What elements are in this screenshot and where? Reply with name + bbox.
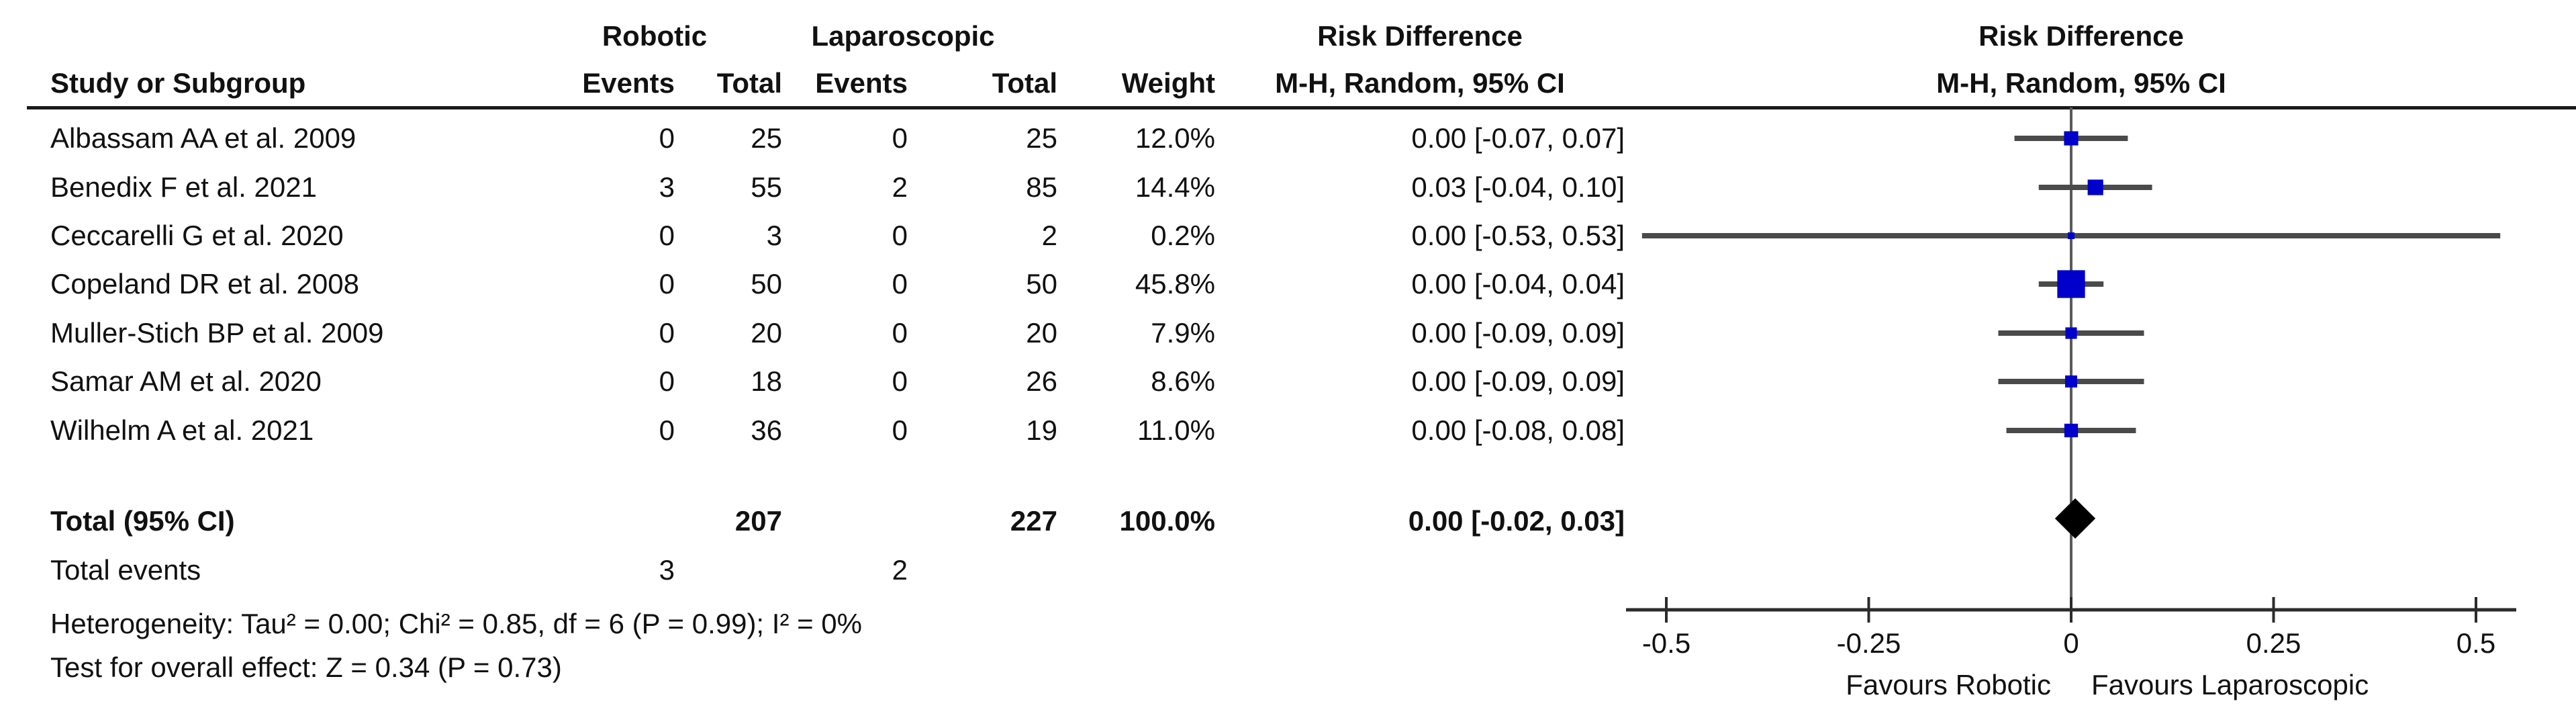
robotic-events-value: 0 (659, 219, 675, 251)
robotic-events-value: 0 (659, 365, 675, 398)
risk-difference-ci-value: 0.00 [-0.09, 0.09] (1411, 316, 1625, 349)
study-label: Copeland DR et al. 2008 (50, 268, 359, 300)
overall-effect-text: Test for overall effect: Z = 0.34 (P = 0… (50, 651, 562, 683)
robotic-events-value: 0 (659, 122, 675, 154)
total-weight: 100.0% (1119, 505, 1215, 537)
lap-total-value: 19 (1026, 414, 1057, 446)
risk-difference-ci-value: 0.00 [-0.04, 0.04] (1411, 268, 1625, 300)
risk-difference-ci-value: 0.00 [-0.09, 0.09] (1411, 365, 1625, 398)
total-lap-total: 227 (1010, 505, 1057, 537)
summary-diamond (2054, 498, 2096, 539)
axis-tick-label: -0.25 (1837, 627, 1901, 659)
lap-total-value: 50 (1026, 268, 1057, 300)
col-header-robotic-total: Total (716, 67, 782, 99)
total-events-robotic: 3 (659, 554, 675, 586)
weight-value: 45.8% (1135, 268, 1215, 300)
robotic-events-value: 0 (659, 316, 675, 349)
table-row: Ceccarelli G et al. 2020 0 3 0 2 0.2% 0.… (0, 212, 1625, 260)
effect-square (2065, 375, 2077, 388)
study-rows: Albassam AA et al. 2009 0 25 0 25 12.0% … (0, 114, 1625, 455)
total-rd-ci: 0.00 [-0.02, 0.03] (1408, 505, 1625, 537)
axis-tick-label: 0.5 (2456, 627, 2495, 659)
table-row: Albassam AA et al. 2009 0 25 0 25 12.0% … (0, 114, 1625, 163)
study-label: Samar AM et al. 2020 (50, 365, 322, 398)
effect-square (2065, 327, 2077, 339)
effect-square (2064, 131, 2079, 146)
robotic-events-value: 0 (659, 414, 675, 446)
lap-events-value: 0 (892, 414, 908, 446)
col-header-mh-ci-plot: M-H, Random, 95% CI (1936, 67, 2226, 99)
total-row-label: Total (95% CI) (50, 505, 235, 537)
group-header-risk-difference-plot: Risk Difference (1978, 20, 2184, 52)
risk-difference-ci-value: 0.00 [-0.08, 0.08] (1411, 414, 1625, 446)
lap-events-value: 0 (892, 219, 908, 251)
lap-events-value: 2 (892, 171, 908, 203)
study-label: Albassam AA et al. 2009 (50, 122, 356, 154)
heterogeneity-text: Heterogeneity: Tau² = 0.00; Chi² = 0.85,… (50, 608, 862, 639)
risk-difference-ci-value: 0.00 [-0.07, 0.07] (1411, 122, 1625, 154)
axis-tick-label: -0.5 (1642, 627, 1690, 659)
lap-events-value: 0 (892, 316, 908, 349)
lap-events-value: 0 (892, 268, 908, 300)
weight-value: 14.4% (1135, 171, 1215, 203)
effect-square (2057, 270, 2085, 298)
weight-value: 11.0% (1137, 414, 1215, 446)
robotic-total-value: 55 (751, 171, 782, 203)
col-header-robotic-events: Events (582, 67, 675, 99)
weight-value: 8.6% (1151, 365, 1215, 398)
col-header-lap-total: Total (992, 67, 1057, 99)
lap-events-value: 0 (892, 122, 908, 154)
lap-total-value: 26 (1026, 365, 1057, 398)
total-events-laparoscopic: 2 (892, 554, 908, 586)
total-events-label: Total events (50, 554, 201, 586)
robotic-total-value: 18 (751, 365, 782, 398)
group-header-risk-difference-text: Risk Difference (1317, 20, 1523, 52)
lap-total-value: 2 (1041, 219, 1057, 251)
col-header-mh-ci-text: M-H, Random, 95% CI (1275, 67, 1565, 99)
robotic-events-value: 3 (659, 171, 675, 203)
robotic-total-value: 36 (751, 414, 782, 446)
study-label: Benedix F et al. 2021 (50, 171, 317, 203)
risk-difference-ci-value: 0.00 [-0.53, 0.53] (1411, 219, 1625, 251)
weight-value: 7.9% (1151, 316, 1215, 349)
effect-square (2087, 179, 2103, 195)
risk-difference-ci-value: 0.03 [-0.04, 0.10] (1411, 171, 1625, 203)
group-header-robotic: Robotic (602, 20, 708, 52)
col-header-study: Study or Subgroup (50, 67, 306, 99)
favours-right-label: Favours Laparoscopic (2091, 669, 2369, 700)
weight-value: 0.2% (1151, 219, 1215, 251)
robotic-total-value: 3 (766, 219, 782, 251)
study-label: Ceccarelli G et al. 2020 (50, 219, 344, 251)
robotic-total-value: 50 (751, 268, 782, 300)
table-row: Wilhelm A et al. 2021 0 36 0 19 11.0% 0.… (0, 406, 1625, 454)
lap-total-value: 25 (1026, 122, 1057, 154)
axis-tick-label: 0.25 (2246, 627, 2301, 659)
effect-square (2064, 423, 2079, 438)
robotic-events-value: 0 (659, 268, 675, 300)
total-robotic-total: 207 (734, 505, 782, 537)
study-label: Wilhelm A et al. 2021 (50, 414, 314, 446)
lap-events-value: 0 (892, 365, 908, 398)
favours-left-label: Favours Robotic (1846, 669, 2051, 700)
table-row: Samar AM et al. 2020 0 18 0 26 8.6% 0.00… (0, 357, 1625, 406)
robotic-total-value: 20 (751, 316, 782, 349)
forest-plot-canvas: -0.5 -0.25 0 0.25 0.5 Favours Robotic Favours … (1626, 107, 2516, 700)
weight-value: 12.0% (1135, 122, 1215, 154)
axis-tick-label: 0 (2063, 627, 2079, 659)
col-header-lap-events: Events (815, 67, 908, 99)
lap-total-value: 20 (1026, 316, 1057, 349)
table-row: Benedix F et al. 2021 3 55 2 85 14.4% 0.… (0, 163, 1625, 211)
table-row: Copeland DR et al. 2008 0 50 0 50 45.8% … (0, 260, 1625, 308)
header-rule (27, 106, 2576, 109)
effect-square (2068, 232, 2074, 239)
lap-total-value: 85 (1026, 171, 1057, 203)
group-header-laparoscopic: Laparoscopic (811, 20, 995, 52)
robotic-total-value: 25 (751, 122, 782, 154)
col-header-weight: Weight (1121, 67, 1215, 99)
table-row: Muller-Stich BP et al. 2009 0 20 0 20 7.… (0, 309, 1625, 357)
study-label: Muller-Stich BP et al. 2009 (50, 316, 384, 349)
